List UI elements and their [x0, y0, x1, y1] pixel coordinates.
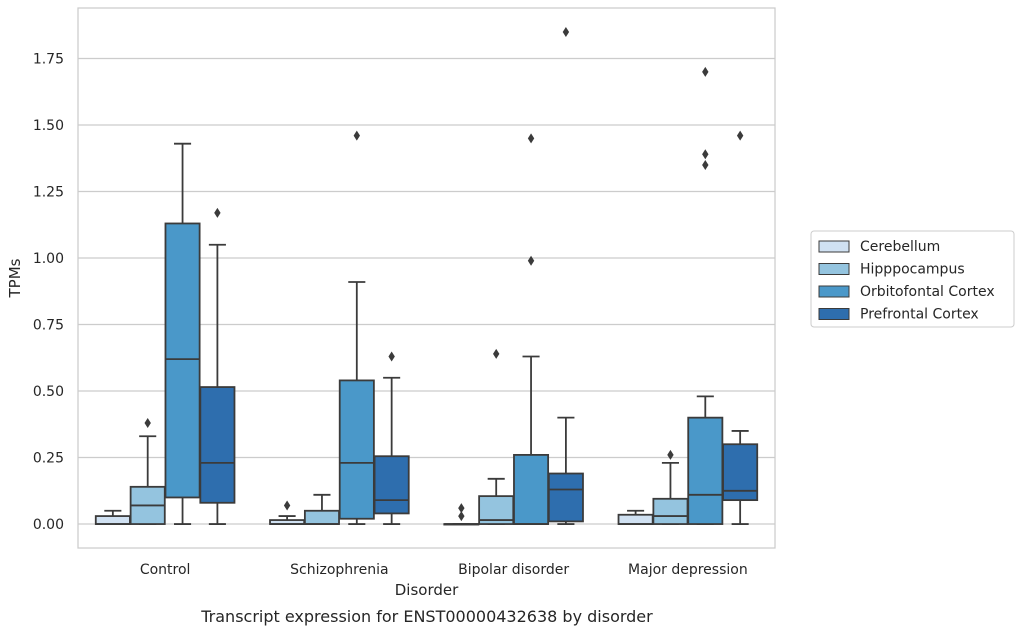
series-prefrontal-cortex — [199, 26, 759, 525]
box-schizophrenia — [303, 493, 340, 525]
iqr-box — [373, 455, 410, 515]
legend-frame — [810, 230, 1015, 328]
series-cerebellum — [94, 500, 654, 526]
box-bipolar-disorder — [513, 133, 550, 525]
series-hipppocampus — [129, 348, 689, 525]
outlier-point — [527, 133, 535, 144]
x-tick-label: Control — [140, 562, 191, 578]
x-tick-label: Bipolar disorder — [458, 562, 569, 578]
iqr-box — [652, 497, 689, 525]
box-bipolar-disorder — [478, 348, 515, 525]
outlier-point — [214, 207, 221, 218]
iqr-box — [722, 443, 759, 502]
box-schizophrenia — [373, 351, 410, 525]
box-series-layer — [94, 26, 759, 526]
legend: Cerebellum Hipppocampus Orbitofontal Corte… — [810, 230, 1015, 328]
outlier-point — [144, 417, 151, 428]
box-control — [129, 417, 166, 525]
iqr-box — [303, 509, 340, 525]
chart-caption: Transcript expression for ENST0000043263… — [200, 607, 653, 626]
y-tick-label: 0.25 — [33, 451, 64, 467]
box-major-depression — [722, 130, 759, 525]
y-tick-label: 1.25 — [33, 185, 64, 201]
legend-swatch — [818, 308, 850, 320]
legend-swatch — [818, 285, 850, 298]
y-tick-label: 0.00 — [33, 517, 64, 533]
y-tick-label: 1.00 — [33, 251, 64, 267]
legend-swatch — [818, 240, 850, 253]
iqr-box — [199, 386, 236, 504]
iqr-box — [513, 453, 550, 525]
legend-item: Hipppocampus — [818, 262, 965, 278]
x-tick-label: Major depression — [628, 562, 748, 578]
outlier-point — [527, 255, 535, 266]
legend-label: Orbitofontal Cortex — [860, 284, 995, 300]
legend-label: Prefrontal Cortex — [860, 307, 979, 323]
iqr-box — [164, 222, 201, 499]
legend-item: Orbitofontal Cortex — [818, 284, 995, 300]
x-tick-label: Schizophrenia — [290, 562, 388, 578]
box-bipolar-disorder — [443, 503, 480, 526]
outlier-point — [702, 149, 709, 160]
legend-item: Cerebellum — [818, 239, 940, 255]
legend-swatch — [818, 263, 850, 275]
legend-label: Hipppocampus — [860, 262, 965, 278]
box-control — [199, 207, 236, 525]
legend-item: Prefrontal Cortex — [818, 307, 979, 323]
box-schizophrenia — [269, 500, 306, 525]
iqr-box — [687, 416, 724, 525]
outlier-point — [458, 503, 465, 514]
outlier-point — [353, 130, 360, 141]
y-tick-label: 1.75 — [33, 52, 64, 68]
outlier-point — [562, 26, 570, 37]
legend-label: Cerebellum — [860, 239, 940, 255]
y-tick-label: 1.50 — [33, 118, 64, 134]
outlier-point — [702, 66, 709, 77]
box-bipolar-disorder — [547, 26, 584, 525]
outlier-point — [702, 159, 709, 170]
box-schizophrenia — [338, 130, 375, 525]
box-major-depression — [652, 449, 689, 525]
box-control — [94, 509, 131, 525]
box-major-depression — [617, 509, 654, 525]
y-axis-ticks: 0.00 0.25 0.50 0.75 1.00 1.25 1.50 1.75 — [33, 52, 64, 534]
box-control — [164, 142, 201, 525]
y-tick-label: 0.75 — [33, 318, 64, 334]
outlier-point — [667, 449, 674, 460]
x-axis-label: Disorder — [395, 581, 459, 599]
iqr-box — [617, 513, 654, 525]
outlier-point — [388, 351, 395, 362]
y-axis-label: TPMs — [6, 258, 24, 298]
outlier-point — [283, 500, 291, 511]
x-axis-ticks: Control Schizophrenia Bipolar disorder Majo… — [140, 562, 748, 578]
series-orbitofontal-cortex — [164, 66, 724, 525]
outlier-point — [493, 348, 500, 359]
y-tick-label: 0.50 — [33, 384, 64, 400]
box-major-depression — [687, 66, 724, 525]
plot-area-frame — [77, 7, 776, 549]
iqr-box — [547, 472, 584, 523]
iqr-box — [338, 379, 375, 520]
outlier-point — [458, 511, 465, 522]
iqr-box — [94, 515, 131, 525]
outlier-point — [736, 130, 744, 141]
